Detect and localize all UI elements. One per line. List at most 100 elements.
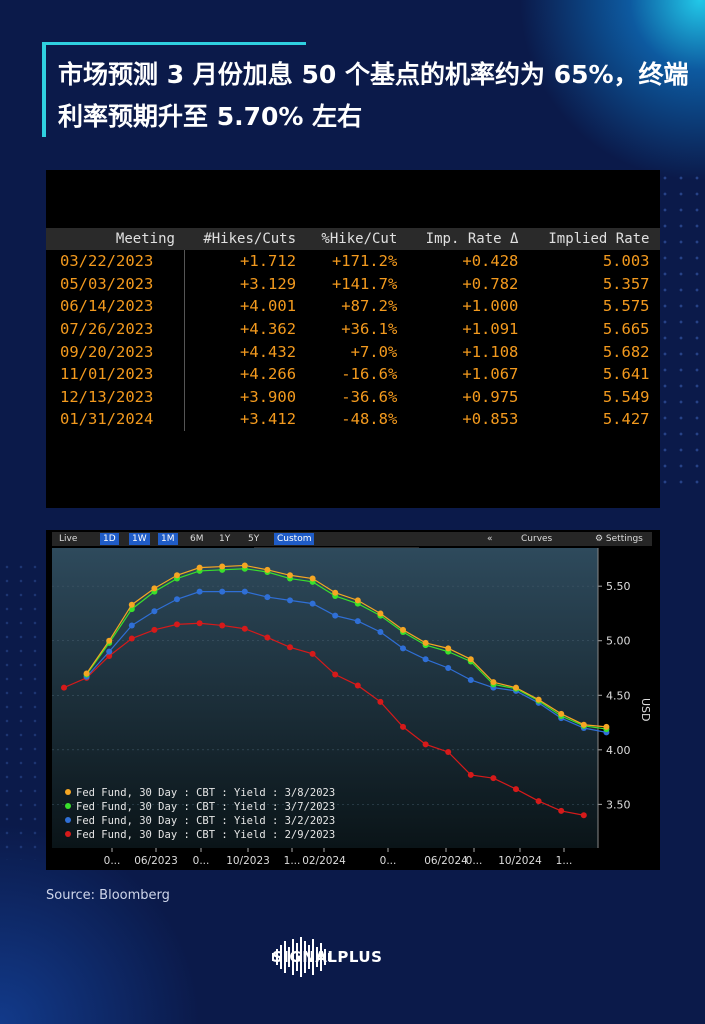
table-cell: 5.427 <box>602 410 650 429</box>
toolbar-right-0[interactable]: « <box>487 534 493 544</box>
table-cell: +141.7% <box>331 274 398 293</box>
range-button-5y[interactable]: 5Y <box>248 534 260 544</box>
source-note: Source: Bloomberg <box>46 888 170 903</box>
table-cell: 05/03/2023 <box>46 272 186 296</box>
data-point <box>490 775 497 782</box>
data-point <box>603 723 610 730</box>
x-tick-label: 06/2023 <box>134 855 178 867</box>
table-cell: +4.266 <box>240 365 297 384</box>
data-point <box>83 670 90 677</box>
table-header-row: Meeting #Hikes/Cuts %Hike/Cut Imp. Rate Δ Im… <box>46 228 660 250</box>
range-button-1m[interactable]: 1M <box>158 533 178 545</box>
data-point <box>445 645 452 652</box>
y-tick-label: 4.50 <box>606 689 631 702</box>
brand-logo: SIGNALPLUS <box>272 935 382 979</box>
table-cell: +1.000 <box>462 297 519 316</box>
data-point <box>490 679 497 686</box>
data-point <box>174 596 180 603</box>
table-cell: 07/26/2023 <box>46 317 186 341</box>
range-button-1d[interactable]: 1D <box>100 533 119 545</box>
data-point <box>332 589 339 596</box>
range-button-1w[interactable]: 1W <box>129 533 150 545</box>
data-point <box>422 639 429 646</box>
table-cell: 06/14/2023 <box>46 295 186 318</box>
legend-marker <box>65 803 71 809</box>
data-point <box>445 749 452 755</box>
table-cell: 11/01/2023 <box>46 362 186 386</box>
data-point <box>287 597 293 604</box>
data-point <box>287 644 293 651</box>
table-cell: +3.412 <box>240 410 297 429</box>
table-cell: -16.6% <box>341 365 398 384</box>
table-cell: 5.549 <box>602 387 650 406</box>
data-point <box>354 618 361 625</box>
data-point <box>332 671 339 678</box>
range-button-6m[interactable]: 6M <box>190 534 204 544</box>
data-point <box>106 653 113 659</box>
data-point <box>174 621 180 628</box>
table-cell: 5.682 <box>602 342 650 361</box>
data-point <box>241 588 248 595</box>
data-point <box>219 588 226 595</box>
table-cell: +3.900 <box>240 387 297 406</box>
plot-area <box>52 548 598 848</box>
data-point <box>151 585 158 592</box>
data-point <box>513 786 519 793</box>
data-point <box>128 622 135 629</box>
table-cell: 09/20/2023 <box>46 340 186 363</box>
table-cell: +4.001 <box>240 297 297 316</box>
y-tick-label: 4.00 <box>606 744 631 757</box>
table-cell: 01/31/2024 <box>46 408 186 431</box>
title-accent-bar <box>42 42 46 137</box>
data-point <box>377 629 384 635</box>
data-point <box>467 771 474 778</box>
table-cell: -36.6% <box>341 387 398 406</box>
table-cell: 03/22/2023 <box>46 250 186 273</box>
table-row: 07/26/2023 +4.362 +36.1% +1.091 5.665 <box>46 317 660 341</box>
table-cell: +0.975 <box>462 387 519 406</box>
table-cell: +0.782 <box>462 274 519 293</box>
table-cell: +1.108 <box>462 342 519 361</box>
decorative-grid <box>0 560 50 860</box>
data-point <box>196 620 203 627</box>
x-tick-label: 02/2024 <box>302 855 346 867</box>
series-line-2 <box>86 591 607 733</box>
x-tick-label: 0... <box>380 855 397 867</box>
series-line-3 <box>63 622 584 816</box>
data-point <box>377 698 384 705</box>
data-point <box>219 563 226 570</box>
data-point <box>287 572 293 579</box>
chart-toolbar: Live 1D 1W 1M 6M 1Y 5Y Custom « Curves ⚙ Settings <box>52 532 652 546</box>
data-point <box>151 608 158 615</box>
legend-marker <box>65 831 71 837</box>
data-point <box>558 807 565 814</box>
legend-entry: Fed Fund, 30 Day : CBT : Yield : 3/7/202… <box>76 801 335 813</box>
table-body: 03/22/2023 +1.712 +171.2% +0.428 5.003 05/03/… <box>46 250 660 431</box>
table-cell: +7.0% <box>350 342 398 361</box>
legend-entry: Fed Fund, 30 Day : CBT : Yield : 3/2/202… <box>76 815 335 827</box>
data-point <box>264 594 271 601</box>
soundwave-icon <box>272 937 330 977</box>
range-button-custom[interactable]: Custom <box>274 533 315 545</box>
table-cell: +36.1% <box>341 320 398 339</box>
data-point <box>580 812 587 819</box>
range-button-1y[interactable]: 1Y <box>219 534 231 544</box>
rate-curve-chart: 3.50 4.00 4.50 5.00 5.50 USD 0... 06/2023 0... 10… <box>52 548 652 867</box>
data-point <box>422 741 429 748</box>
data-point <box>196 564 203 571</box>
data-point <box>400 645 406 652</box>
x-tick-label: 1... <box>556 855 573 867</box>
data-point <box>377 610 384 617</box>
column-header: %Hike/Cut <box>306 228 408 250</box>
table-cell: 12/13/2023 <box>46 385 186 409</box>
data-point <box>128 601 135 608</box>
data-point <box>219 622 226 629</box>
column-header: Imp. Rate Δ <box>407 228 529 250</box>
data-point <box>467 677 474 683</box>
range-button-live[interactable]: Live <box>59 534 78 544</box>
page-title: 市场预测 3 月份加息 50 个基点的机率约为 65%，终端利率预期升至 5.7… <box>58 60 689 131</box>
table-cell: +1.067 <box>462 365 519 384</box>
toolbar-right-1[interactable]: Curves <box>521 534 553 544</box>
data-point <box>61 684 67 691</box>
toolbar-right-2[interactable]: ⚙ Settings <box>595 534 643 544</box>
